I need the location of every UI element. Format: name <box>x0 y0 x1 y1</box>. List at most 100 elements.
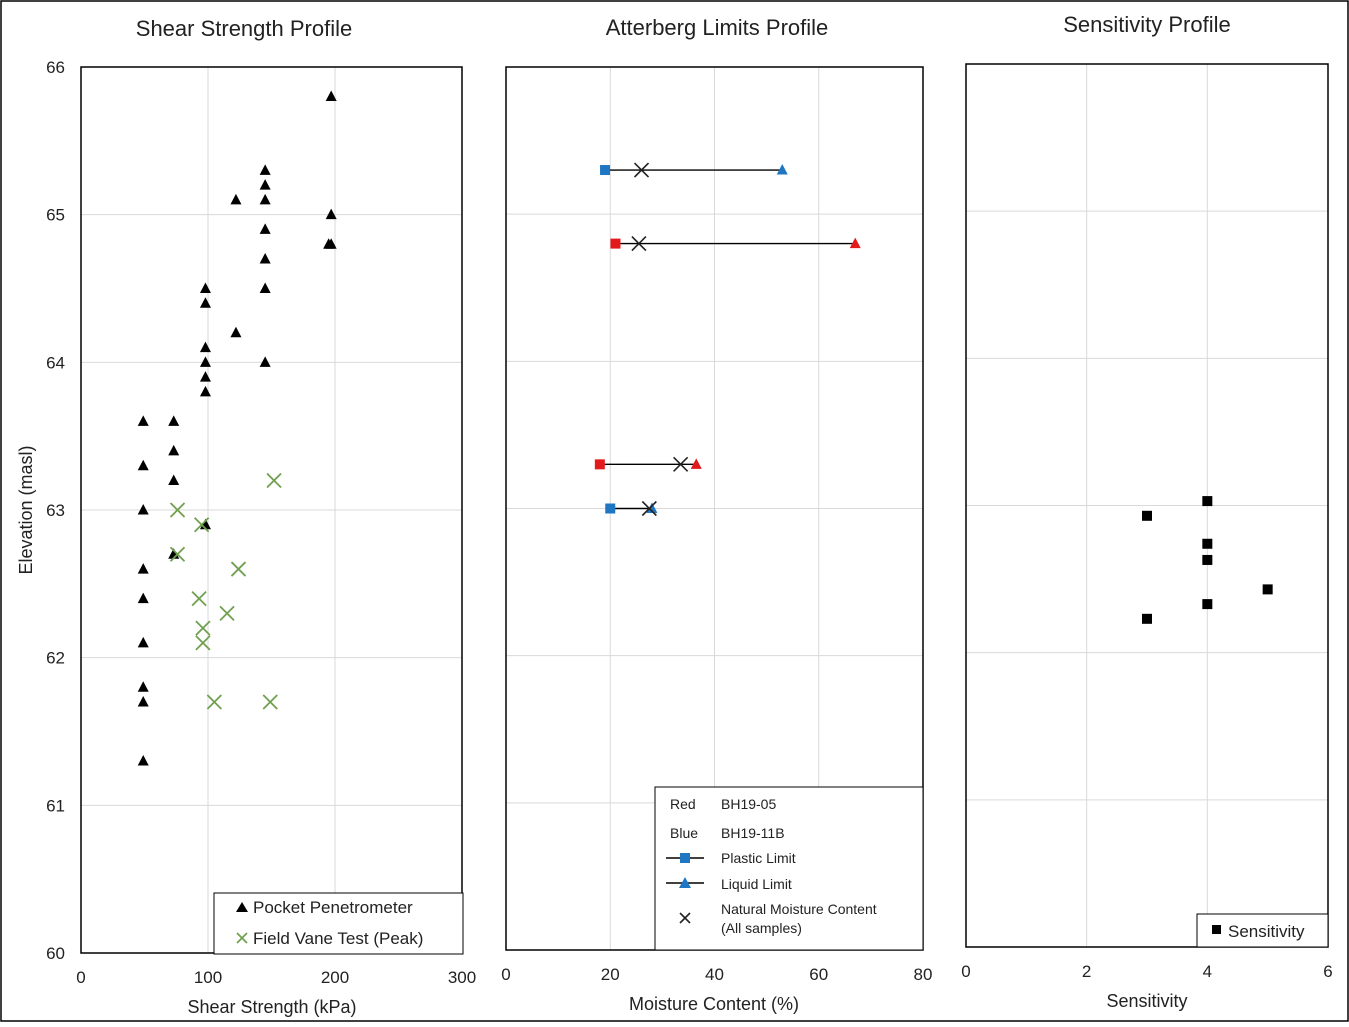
field-vane-stroke <box>219 605 235 622</box>
pocket-penetrometer-point <box>137 563 149 574</box>
shear-strength-title: Shear Strength Profile <box>136 16 352 41</box>
field-vane-stroke <box>206 694 222 710</box>
field-vane-stroke <box>195 635 211 651</box>
legend-field-vane: Field Vane Test (Peak) <box>253 929 423 948</box>
shear-strength-panel: Shear Strength Profile 0 100 200 300 60 61 62 6… <box>16 16 476 1017</box>
field-vane-point <box>169 502 186 518</box>
pocket-penetrometer-point <box>259 252 271 264</box>
natural-moisture-point <box>633 162 650 178</box>
field-vane-point <box>169 546 186 562</box>
x-tick-label: 0 <box>961 962 970 981</box>
field-vane-stroke <box>194 517 210 533</box>
shear-strength-legend: Pocket Penetrometer Field Vane Test (Pea… <box>213 892 464 955</box>
pocket-penetrometer-point <box>137 459 149 471</box>
x-tick-label: 300 <box>448 968 476 987</box>
pocket-penetrometer-point <box>230 326 242 338</box>
legend-plastic-limit-marker <box>666 853 704 863</box>
pocket-penetrometer-point <box>137 592 149 604</box>
legend-square-marker <box>1212 925 1221 934</box>
atterberg-marks <box>594 162 861 517</box>
pocket-penetrometer-point <box>259 223 271 234</box>
sensitivity-legend: Sensitivity <box>1196 913 1329 948</box>
pocket-penetrometer-point <box>259 282 271 293</box>
sensitivity-x-label: Sensitivity <box>1106 991 1187 1011</box>
legend-red-value: BH19-05 <box>721 796 776 812</box>
legend-x-marker <box>236 932 248 944</box>
natural-moisture-point <box>673 456 689 472</box>
sensitivity-ticks: 0 2 4 6 <box>961 962 1332 981</box>
natural-moisture-point <box>641 500 657 517</box>
pocket-penetrometer-point <box>199 385 211 397</box>
pocket-penetrometer-point <box>259 179 271 190</box>
y-tick-label: 61 <box>46 796 65 815</box>
plastic-limit-point <box>594 459 605 470</box>
field-vane-stroke <box>230 561 247 577</box>
atterberg-sample <box>594 456 702 472</box>
pocket-penetrometer-point <box>137 681 149 692</box>
field-vane-point <box>195 635 211 651</box>
shear-strength-marks <box>137 90 337 766</box>
shear-strength-grid <box>81 67 462 953</box>
sensitivity-point <box>1202 538 1213 549</box>
y-tick-label: 60 <box>46 944 65 963</box>
y-tick-label: 63 <box>46 501 65 520</box>
field-vane-point <box>262 694 278 710</box>
elevation-y-label: Elevation (masl) <box>16 445 36 574</box>
liquid-limit-point <box>646 502 658 513</box>
field-vane-point <box>206 694 222 710</box>
shear-strength-legend-box <box>213 892 464 955</box>
y-tick-label: 66 <box>46 58 65 77</box>
x-tick-label: 2 <box>1082 962 1091 981</box>
legend-pocket-penetrometer: Pocket Penetrometer <box>253 898 413 917</box>
pocket-penetrometer-point <box>259 356 271 367</box>
pocket-penetrometer-point <box>199 297 211 308</box>
shear-strength-x-label: Shear Strength (kPa) <box>187 997 356 1017</box>
pocket-penetrometer-point <box>259 164 271 175</box>
sensitivity-panel: Sensitivity Profile 0 2 4 6 Sensitivity Sen… <box>961 12 1332 1011</box>
y-tick-label: 62 <box>46 649 65 668</box>
pocket-penetrometer-point <box>137 695 149 707</box>
atterberg-title: Atterberg Limits Profile <box>606 15 829 40</box>
pocket-penetrometer-point <box>325 238 337 249</box>
pocket-penetrometer-point <box>137 636 149 648</box>
plastic-limit-point <box>610 238 621 249</box>
y-tick-label: 65 <box>46 206 65 225</box>
legend-plastic-limit: Plastic Limit <box>721 850 796 866</box>
pocket-penetrometer-point <box>168 474 180 485</box>
plastic-limit-point <box>605 503 616 514</box>
x-tick-label: 80 <box>914 965 933 984</box>
field-vane-stroke <box>169 546 186 562</box>
shear-strength-ticks: 0 100 200 300 60 61 62 63 64 65 66 <box>46 58 476 987</box>
sensitivity-point <box>1142 613 1152 624</box>
x-tick-label: 100 <box>194 968 222 987</box>
pocket-penetrometer-point <box>230 193 242 205</box>
pocket-penetrometer-point <box>137 504 149 515</box>
x-tick-label: 20 <box>601 965 620 984</box>
x-tick-label: 60 <box>809 965 828 984</box>
atterberg-sample <box>610 236 861 252</box>
liquid-limit-point <box>849 237 861 249</box>
pocket-penetrometer-point <box>168 415 180 426</box>
field-vane-point <box>230 561 247 577</box>
x-tick-label: 0 <box>76 968 85 987</box>
legend-red-label: Red <box>670 796 696 812</box>
field-vane-point <box>194 517 210 533</box>
atterberg-panel: Atterberg Limits Profile 0 20 40 60 80 Moist… <box>501 15 932 1014</box>
field-vane-stroke <box>169 502 186 518</box>
liquid-limit-point <box>776 164 788 175</box>
liquid-limit-point <box>690 458 702 469</box>
x-tick-label: 0 <box>501 965 510 984</box>
field-vane-stroke <box>266 472 282 489</box>
legend-triangle-marker <box>236 902 248 912</box>
atterberg-sample <box>600 162 788 178</box>
sensitivity-point <box>1202 554 1213 565</box>
legend-liquid-limit-marker <box>666 877 704 888</box>
pocket-penetrometer-point <box>325 90 337 102</box>
pocket-penetrometer-point <box>259 193 271 205</box>
field-vane-point <box>266 472 282 489</box>
sensitivity-title: Sensitivity Profile <box>1063 12 1231 37</box>
field-vane-stroke <box>262 694 278 710</box>
pocket-penetrometer-point <box>325 208 337 220</box>
atterberg-sample <box>605 500 658 517</box>
